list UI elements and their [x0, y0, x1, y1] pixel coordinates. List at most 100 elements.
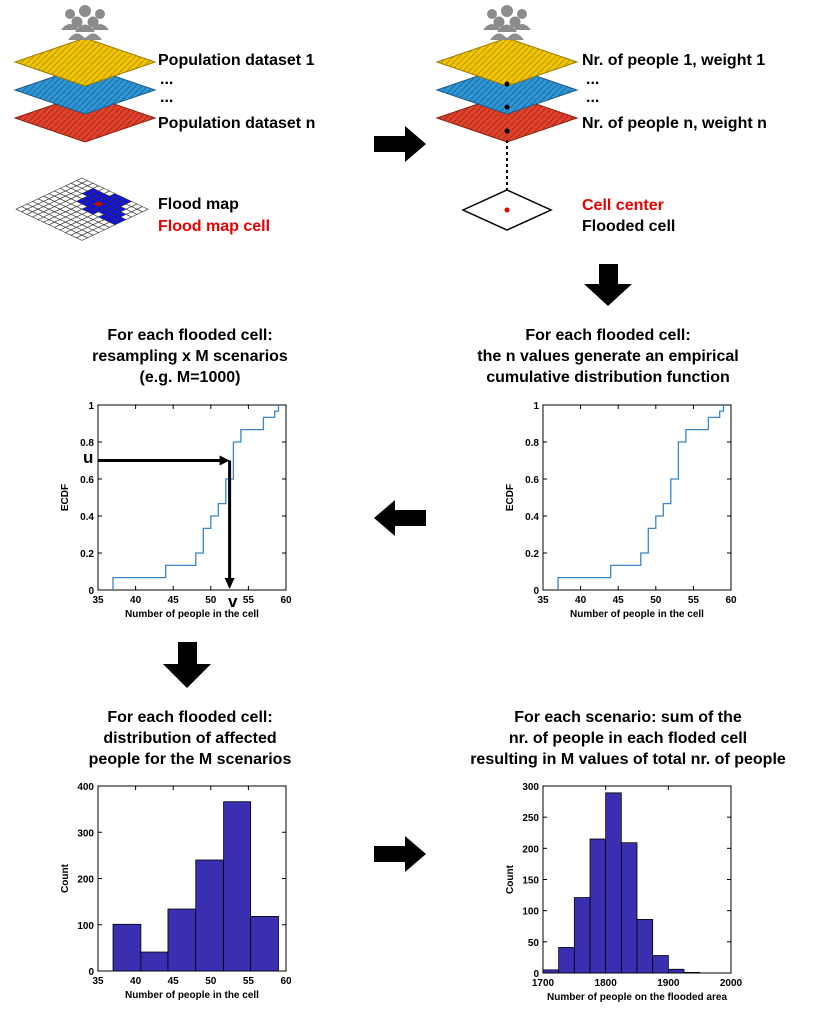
histogram-bar	[195, 859, 224, 972]
cell-center-label: Cell center	[582, 197, 664, 214]
histogram-bar	[589, 838, 607, 974]
yellow-layer	[13, 37, 157, 87]
grid-cell	[75, 234, 89, 241]
y-tick-label: 0	[533, 969, 539, 980]
y-tick-label: 0	[88, 586, 94, 597]
dataset-ellipsis-1: ...	[160, 71, 173, 88]
x-axis-label: Number of people in the cell	[570, 609, 704, 620]
x-tick-label: 45	[168, 595, 180, 606]
histogram-bar	[112, 923, 142, 972]
x-tick-label: 40	[130, 976, 142, 987]
x-tick-label: 35	[537, 595, 549, 606]
y-tick-label: 50	[528, 938, 540, 949]
title-distribution-line-3: people for the M scenarios	[89, 751, 292, 768]
y-tick-label: 0.8	[525, 438, 539, 449]
dataset-first-label: Population dataset 1	[158, 52, 315, 69]
ecdf-chart: 35 40 45 50 55 60 0 0.2 0.4 0.6 0.8 1 Number of peop…	[505, 401, 737, 620]
x-tick-label: 2000	[720, 978, 743, 989]
histogram-bar	[667, 968, 685, 974]
arrow-right-bottom	[374, 836, 426, 872]
title-scenario-line-1: For each scenario: sum of the	[514, 709, 742, 726]
y-tick-label: 300	[77, 828, 94, 839]
x-tick-label: 45	[613, 595, 625, 606]
cell-center-dot	[504, 207, 510, 213]
x-tick-label: 55	[243, 976, 255, 987]
x-tick-label: 55	[243, 595, 255, 606]
y-axis-label: ECDF	[505, 484, 516, 511]
ecdf-step-line	[112, 405, 280, 590]
arrow-right-top	[374, 126, 426, 162]
y-tick-label: 100	[77, 921, 94, 932]
x-tick-label: 50	[650, 595, 662, 606]
histogram-total: 1700 1800 1900 2000 0 50 100 150 200 250 300 Number…	[505, 782, 743, 1003]
population-layers-right	[435, 5, 579, 231]
layer-dot-2	[504, 104, 510, 110]
histogram-bar	[683, 971, 701, 974]
x-tick-label: 60	[725, 595, 737, 606]
arrow-left-middle	[374, 500, 426, 536]
y-tick-label: 0.2	[525, 549, 539, 560]
y-tick-label: 250	[522, 813, 539, 824]
y-tick-label: 0.6	[525, 475, 539, 486]
x-tick-label: 50	[205, 976, 217, 987]
x-tick-label: 35	[92, 595, 104, 606]
y-axis-label: Count	[60, 863, 71, 893]
yellow-layer-right	[435, 37, 579, 87]
title-resampling: For each flooded cell: resampling x M sc…	[92, 327, 288, 386]
layer-dot-3	[504, 128, 510, 134]
dataset-ellipsis-2: ...	[160, 89, 173, 106]
title-ecdf-line-3: cumulative distribution function	[486, 369, 730, 386]
y-tick-label: 0.4	[80, 512, 94, 523]
y-tick-label: 400	[77, 782, 94, 793]
y-tick-label: 100	[522, 907, 539, 918]
y-tick-label: 200	[522, 844, 539, 855]
title-ecdf-line-2: the n values generate an empirical	[477, 348, 738, 365]
histogram-bar	[223, 801, 252, 972]
v-arrow-head	[224, 578, 235, 589]
title-scenario-line-3: resulting in M values of total nr. of pe…	[470, 751, 786, 768]
ecdf-step-line	[557, 405, 725, 590]
histogram-bar	[652, 955, 669, 974]
x-tick-label: 40	[575, 595, 587, 606]
x-tick-label: 45	[168, 976, 180, 987]
histogram-cell: 35 40 45 50 55 60 0 100 200 300 400 Number of peopl…	[60, 782, 292, 1001]
x-axis-label: Number of people in the cell	[125, 609, 259, 620]
y-tick-label: 200	[77, 875, 94, 886]
title-ecdf: For each flooded cell: the n values gene…	[477, 327, 738, 386]
arrow-down-left	[163, 642, 211, 688]
title-scenario-line-2: nr. of people in each floded cell	[509, 730, 747, 747]
people-weight-first-label: Nr. of people 1, weight 1	[582, 52, 765, 69]
histogram-bar	[636, 918, 654, 974]
v-marker: v	[228, 592, 238, 611]
x-tick-label: 60	[280, 976, 292, 987]
title-resampling-line-3: (e.g. M=1000)	[140, 369, 241, 386]
title-resampling-line-2: resampling x M scenarios	[92, 348, 288, 365]
x-tick-label: 35	[92, 976, 104, 987]
x-tick-label: 1900	[657, 978, 680, 989]
histogram-bar	[620, 842, 638, 974]
flood-map-grid	[15, 177, 149, 241]
population-layers-left	[13, 5, 157, 143]
y-tick-label: 0.2	[80, 549, 94, 560]
y-tick-label: 0	[533, 586, 539, 597]
people-group-icon-right	[483, 5, 531, 40]
ecdf-chart-resampling: 35 40 45 50 55 60 0 0.2 0.4 0.6 0.8 1 Number of peop…	[60, 401, 292, 620]
histogram-bar	[140, 951, 169, 972]
dataset-last-label: Population dataset n	[158, 115, 315, 132]
y-tick-label: 0	[88, 967, 94, 978]
y-tick-label: 0.4	[525, 512, 539, 523]
histogram-bar	[605, 792, 622, 974]
people-ellipsis-2: ...	[586, 89, 599, 106]
plot-area	[542, 404, 732, 591]
y-tick-label: 150	[522, 876, 539, 887]
arrow-down-right	[584, 264, 632, 306]
title-distribution-line-1: For each flooded cell:	[107, 709, 272, 726]
histogram-bar	[573, 897, 591, 974]
histogram-bar	[167, 908, 197, 972]
title-distribution: For each flooded cell: distribution of a…	[89, 709, 292, 768]
layer-dot-1	[504, 81, 510, 87]
x-tick-label: 1700	[532, 978, 555, 989]
x-tick-label: 1800	[595, 978, 618, 989]
y-axis-label: ECDF	[60, 484, 71, 511]
